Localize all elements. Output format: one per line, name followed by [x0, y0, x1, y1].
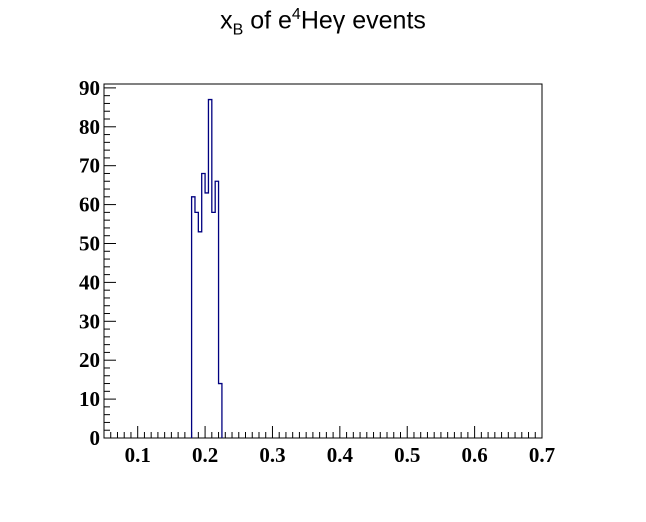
x-minor-ticks	[103, 426, 543, 438]
x-tick-label: 0.1	[125, 443, 151, 467]
histogram-outline	[190, 98, 223, 438]
x-tick-label: 0.6	[461, 443, 487, 467]
y-tick-label: 50	[79, 231, 100, 255]
y-tick-label: 20	[79, 348, 100, 372]
plot-frame	[103, 83, 543, 439]
x-tick-label: 0.4	[327, 443, 354, 467]
y-minor-ticks	[104, 87, 116, 439]
y-tick-labels: 0 10 20 30 40 50 60 70 80 90	[79, 76, 100, 450]
x-tick-label: 0.3	[259, 443, 285, 467]
x-tick-labels: 0.1 0.2 0.3 0.4 0.5 0.6 0.7	[125, 443, 556, 467]
y-tick-label: 0	[90, 426, 101, 450]
y-tick-label: 40	[79, 270, 100, 294]
chart-title: xB of e4Heγ events	[220, 6, 426, 39]
x-tick-label: 0.2	[192, 443, 218, 467]
x-tick-label: 0.5	[394, 443, 420, 467]
y-tick-label: 90	[79, 76, 100, 100]
y-tick-label: 80	[79, 115, 100, 139]
histogram-bin	[205, 193, 208, 438]
y-tick-label: 70	[79, 154, 100, 178]
x-tick-label: 0.7	[529, 443, 555, 467]
histogram-bins	[192, 100, 222, 438]
y-tick-label: 10	[79, 387, 100, 411]
histogram-bin	[198, 232, 201, 438]
y-tick-label: 60	[79, 193, 100, 217]
histogram-bin	[195, 212, 198, 438]
y-tick-label: 30	[79, 309, 100, 333]
histogram-bin	[212, 212, 215, 438]
